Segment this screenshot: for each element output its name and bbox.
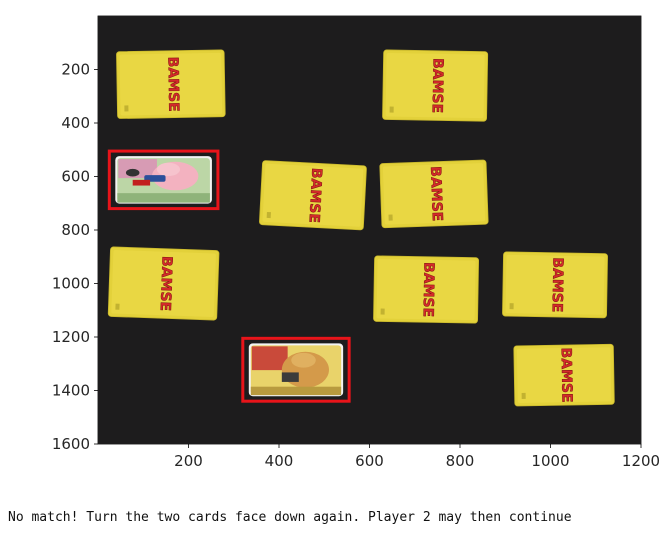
y-tick-label: 800 [61, 221, 90, 239]
y-tick-label: 200 [61, 61, 90, 79]
x-tick-label: 800 [446, 452, 475, 470]
card-face-down[interactable]: BAMSE [373, 255, 480, 324]
card-brand-logo: BAMSE [420, 262, 437, 317]
selection-highlight [107, 149, 220, 211]
x-tick-label: 1000 [531, 452, 569, 470]
x-tick-label: 600 [355, 452, 384, 470]
card-face-up[interactable] [241, 336, 351, 403]
card-brand-logo: BAMSE [427, 166, 445, 222]
card-face-down[interactable]: BAMSE [502, 251, 608, 319]
card-brand-logo: BAMSE [306, 167, 325, 223]
pig-character-artwork [117, 158, 210, 203]
card-brand-logo: BAMSE [558, 347, 575, 402]
card-brand-logo: BAMSE [549, 257, 566, 312]
y-tick-label: 1000 [52, 275, 90, 293]
card-face-down[interactable]: BAMSE [513, 343, 615, 407]
y-tick-label: 1200 [52, 328, 90, 346]
selection-highlight [241, 336, 351, 403]
board-image: BAMSE BAMSE BAMSE BAMSE BAMSE BAMSE BAMSE BAMSE [98, 16, 641, 444]
card-face-down[interactable]: BAMSE [116, 49, 226, 119]
x-tick-label: 1200 [622, 452, 660, 470]
y-tick-label: 1400 [52, 382, 90, 400]
card-brand-logo: BAMSE [164, 56, 181, 111]
y-tick-label: 1600 [52, 435, 90, 453]
card-face-down[interactable]: BAMSE [379, 159, 489, 229]
card-face-down[interactable]: BAMSE [107, 246, 220, 321]
x-axis: 200 400 600 800 1000 1200 [174, 444, 660, 470]
card-face-down[interactable]: BAMSE [259, 160, 367, 231]
y-axis: 200 400 600 800 1000 1200 1400 1600 [52, 61, 98, 453]
card-face-up[interactable] [107, 149, 220, 211]
x-tick-label: 200 [174, 452, 203, 470]
y-tick-label: 400 [61, 114, 90, 132]
card-brand-logo: BAMSE [429, 58, 446, 113]
status-message: No match! Turn the two cards face down a… [8, 510, 572, 525]
bear-character-artwork [250, 345, 342, 396]
y-tick-label: 600 [61, 168, 90, 186]
card-face-down[interactable]: BAMSE [382, 49, 489, 122]
x-tick-label: 400 [265, 452, 294, 470]
card-brand-logo: BAMSE [157, 256, 175, 312]
